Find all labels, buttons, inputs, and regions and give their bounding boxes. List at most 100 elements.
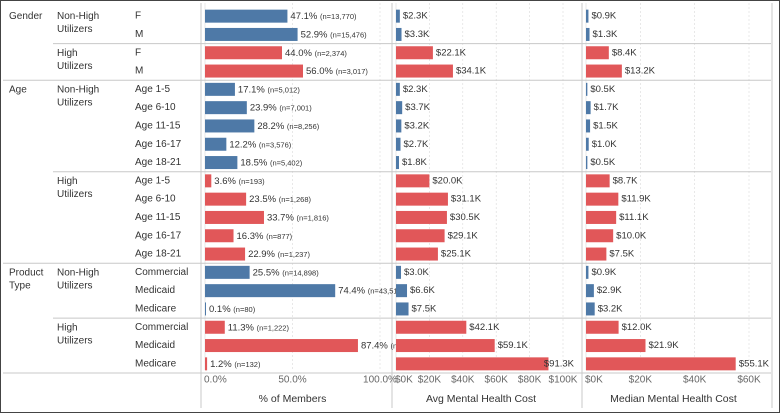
member-count: (n=5,402) (270, 158, 303, 167)
med-bar (586, 156, 588, 170)
row-label: Age 6-10 (135, 194, 176, 205)
avg-data-label: $3.2K (404, 120, 429, 131)
member-count: (n=13,770) (320, 12, 357, 21)
avg-bar (396, 46, 433, 60)
pct-bar (205, 357, 208, 371)
avg-bar (396, 229, 445, 243)
pct-bar (205, 156, 238, 170)
row-label: Age 11-15 (135, 212, 181, 223)
avg-bar (396, 156, 400, 170)
avg-data-label: $7.5K (412, 303, 437, 314)
med-data-label: $2.9K (597, 285, 622, 296)
avg-bar (396, 82, 400, 96)
row-label: Age 18-21 (135, 249, 182, 260)
med-axis-title: Median Mental Health Cost (610, 393, 737, 405)
row-label: Age 18-21 (135, 157, 182, 168)
pct-value: 47.1% (290, 11, 320, 22)
pct-bar (205, 284, 336, 298)
avg-data-label: $3.0K (404, 267, 429, 278)
med-bar (586, 265, 589, 279)
member-count: (n=2,374) (315, 48, 348, 57)
pct-value: 22.9% (248, 249, 278, 260)
group-label: Non-High Utilizers (57, 84, 99, 108)
med-data-label: $11.9K (621, 194, 651, 205)
avg-tick-label: $60K (485, 375, 509, 386)
pct-value: 28.2% (257, 120, 287, 131)
med-bar (586, 284, 594, 298)
avg-data-label: $34.1K (456, 66, 487, 77)
member-count: (n=8,256) (287, 121, 320, 130)
member-count: (n=14,898) (282, 268, 319, 277)
med-data-label: $11.1K (619, 212, 649, 223)
pct-data-label: 28.2% (n=8,256) (257, 120, 319, 131)
med-bar (586, 137, 589, 151)
section-label: Product Type (9, 267, 44, 291)
pct-value: 23.5% (249, 194, 279, 205)
med-bar (586, 64, 622, 78)
pct-data-label: 56.0% (n=3,017) (306, 66, 368, 77)
med-data-label: $55.1K (739, 358, 770, 369)
pct-value: 1.2% (210, 358, 234, 369)
med-bar (586, 320, 619, 334)
group-label: High Utilizers (57, 47, 93, 71)
member-count: (n=15,476) (330, 30, 367, 39)
group-label: Non-High Utilizers (57, 11, 99, 35)
med-data-label: $13.2K (625, 66, 656, 77)
pct-bar (205, 119, 255, 133)
pct-data-label: 17.1% (n=5,012) (238, 84, 300, 95)
member-count: (n=7,001) (279, 103, 312, 112)
member-count: (n=1,268) (279, 195, 312, 204)
avg-bar (396, 119, 402, 133)
pct-value: 0.1% (209, 303, 233, 314)
pct-value: 33.7% (267, 212, 297, 223)
avg-axis-title: Avg Mental Health Cost (426, 393, 536, 405)
row-label: Medicaid (135, 285, 175, 296)
med-data-label: $0.9K (591, 267, 616, 278)
row-label: M (135, 66, 143, 77)
med-bar (586, 302, 595, 316)
pct-value: 44.0% (285, 47, 315, 58)
row-label: Age 16-17 (135, 139, 182, 150)
pct-data-label: 0.1% (n=80) (209, 303, 256, 314)
med-data-label: $7.5K (609, 249, 634, 260)
med-data-label: $0.5K (590, 84, 615, 95)
med-tick-label: $0K (585, 375, 603, 386)
pct-bar (205, 229, 234, 243)
pct-bar (205, 339, 358, 353)
member-count: (n=193) (239, 176, 266, 185)
med-data-label: $1.5K (593, 120, 618, 131)
med-tick-label: $20K (629, 375, 653, 386)
avg-tick-label: $80K (518, 375, 542, 386)
member-count: (n=132) (234, 359, 261, 368)
pct-bar (205, 210, 264, 224)
row-label: Age 11-15 (135, 120, 181, 131)
pct-bar (205, 192, 247, 206)
avg-data-label: $6.6K (410, 285, 435, 296)
avg-bar (396, 210, 447, 224)
row-label: M (135, 29, 143, 40)
pct-value: 12.2% (229, 139, 259, 150)
med-tick-label: $40K (683, 375, 707, 386)
pct-data-label: 3.6% (n=193) (214, 175, 265, 186)
pct-bar (205, 27, 298, 41)
pct-data-label: 18.5% (n=5,402) (240, 157, 302, 168)
pct-value: 56.0% (306, 66, 336, 77)
pct-value: 25.5% (253, 267, 283, 278)
pct-tick-label: 100.0% (363, 375, 397, 386)
med-data-label: $12.0K (622, 322, 653, 333)
avg-data-label: $29.1K (448, 230, 479, 241)
pct-data-label: 52.9% (n=15,476) (301, 29, 368, 40)
med-data-label: $1.7K (594, 102, 619, 113)
member-count: (n=1,222) (257, 323, 290, 332)
avg-bar (396, 320, 467, 334)
pct-data-label: 23.5% (n=1,268) (249, 194, 311, 205)
med-bar (586, 82, 588, 96)
med-bar (586, 339, 646, 353)
avg-data-label: $2.3K (403, 84, 428, 95)
pct-value: 3.6% (214, 175, 238, 186)
pct-bar (205, 320, 225, 334)
pct-bar (205, 101, 247, 115)
pct-tick-label: 50.0% (278, 375, 306, 386)
